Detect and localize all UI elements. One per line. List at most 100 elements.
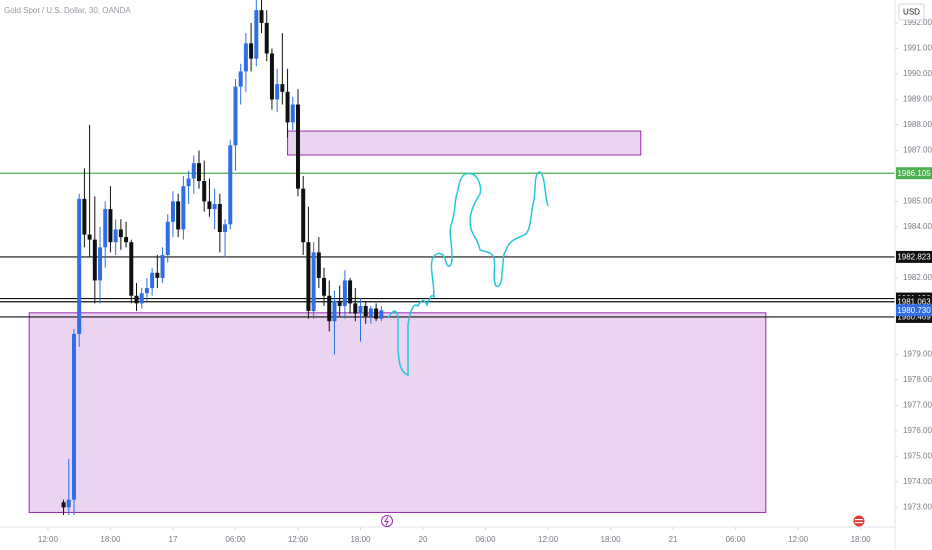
price-label-box bbox=[896, 250, 932, 263]
last-price-box bbox=[896, 304, 932, 317]
y-tick-label: 1992.000 bbox=[903, 18, 932, 27]
candle-body bbox=[181, 186, 186, 230]
candle-body bbox=[264, 22, 269, 54]
y-tick-label: 1982.000 bbox=[903, 273, 932, 282]
zone bbox=[287, 130, 642, 156]
x-tick-label: 17 bbox=[169, 535, 178, 544]
candle-body bbox=[363, 305, 368, 317]
candle-body bbox=[249, 43, 254, 59]
y-tick-label: 1984.000 bbox=[903, 222, 932, 231]
candle-body bbox=[348, 280, 353, 304]
flag-icon[interactable] bbox=[853, 515, 865, 527]
candle-body bbox=[212, 203, 217, 210]
x-tick-label: 20 bbox=[419, 535, 428, 544]
candle-body bbox=[353, 303, 358, 314]
candle-body bbox=[368, 308, 373, 317]
x-tick-label: 18:00 bbox=[601, 535, 622, 544]
candle-body bbox=[228, 145, 233, 225]
x-tick-label: 06:00 bbox=[476, 535, 497, 544]
y-tick-label: 1987.000 bbox=[903, 146, 932, 155]
candle-body bbox=[176, 201, 181, 230]
y-tick-label: 1978.000 bbox=[903, 375, 932, 384]
candle-body bbox=[113, 229, 118, 243]
candle-body bbox=[217, 203, 222, 233]
x-tick-label: 06:00 bbox=[225, 535, 246, 544]
last-price-label: 1980.730 bbox=[897, 306, 931, 315]
y-tick-label: 1975.000 bbox=[903, 451, 932, 460]
candle-body bbox=[160, 254, 165, 278]
candle-body bbox=[118, 229, 123, 238]
candle-body bbox=[280, 84, 285, 92]
candle-body bbox=[301, 188, 306, 243]
candle-body bbox=[290, 104, 295, 123]
y-tick-label: 1991.000 bbox=[903, 44, 932, 53]
flag-stripe bbox=[855, 519, 863, 521]
candle-body bbox=[269, 53, 274, 100]
price-label-box bbox=[896, 167, 932, 180]
projection-drawing bbox=[387, 171, 549, 377]
y-tick-label: 1990.000 bbox=[903, 69, 932, 78]
x-tick-label: 06:00 bbox=[726, 535, 747, 544]
candle-body bbox=[316, 252, 321, 278]
event-icon-bolt bbox=[384, 516, 389, 526]
candle-body bbox=[170, 201, 175, 222]
candle-body bbox=[223, 224, 228, 233]
price-axis: 1973.000 1974.000 1975.000 1976.000 1977.000… bbox=[895, 18, 932, 511]
candle-body bbox=[71, 333, 76, 500]
candle-body bbox=[374, 308, 379, 319]
candle-body bbox=[186, 178, 191, 187]
y-tick-label: 1973.000 bbox=[903, 502, 932, 511]
price-labels: 1986.1051982.8231981.1901981.0631980.469… bbox=[896, 167, 932, 323]
candle-body bbox=[108, 209, 113, 243]
y-tick-label: 1977.000 bbox=[903, 400, 932, 409]
candle-body bbox=[285, 91, 290, 123]
currency-label: USD bbox=[903, 8, 920, 17]
candle-body bbox=[259, 10, 264, 23]
x-tick-label: 18:00 bbox=[851, 535, 872, 544]
candle-body bbox=[82, 198, 87, 235]
candles bbox=[61, 0, 384, 515]
candle-body bbox=[92, 239, 97, 281]
x-tick-label: 18:00 bbox=[350, 535, 371, 544]
x-tick-label: 12:00 bbox=[288, 535, 309, 544]
candle-body bbox=[191, 163, 196, 179]
candle-body bbox=[144, 288, 149, 294]
x-tick-label: 18:00 bbox=[100, 535, 121, 544]
y-tick-label: 1976.000 bbox=[903, 426, 932, 435]
y-tick-label: 1974.000 bbox=[903, 477, 932, 486]
candle-body bbox=[358, 305, 363, 314]
x-tick-label: 12:00 bbox=[788, 535, 809, 544]
candle-body bbox=[124, 237, 129, 243]
price-label: 1981.063 bbox=[897, 297, 931, 306]
candle-body bbox=[306, 242, 311, 312]
candle-body bbox=[342, 280, 347, 306]
candle-body bbox=[150, 272, 155, 289]
candle-body bbox=[322, 277, 327, 296]
candle-body bbox=[129, 242, 134, 296]
candle-body bbox=[197, 163, 202, 182]
currency-button[interactable] bbox=[898, 3, 925, 21]
price-label: 1982.823 bbox=[897, 253, 931, 262]
y-tick-label: 1985.000 bbox=[903, 197, 932, 206]
candle-body bbox=[202, 181, 207, 202]
candle-body bbox=[134, 295, 139, 304]
y-tick-label: 1979.000 bbox=[903, 349, 932, 358]
candle-body bbox=[207, 201, 212, 210]
y-tick-label: 1988.000 bbox=[903, 120, 932, 129]
candle-body bbox=[311, 252, 316, 312]
candle-body bbox=[87, 234, 92, 240]
levels bbox=[0, 172, 895, 318]
y-tick-label: 1989.000 bbox=[903, 95, 932, 104]
candle-body bbox=[61, 502, 66, 508]
candle-body bbox=[379, 310, 384, 319]
candle-body bbox=[77, 198, 82, 334]
flag-stripe bbox=[855, 522, 863, 524]
candle-body bbox=[233, 86, 238, 146]
candle-body bbox=[254, 10, 259, 59]
candle-body bbox=[155, 272, 160, 278]
candle-body bbox=[295, 104, 300, 189]
candle-body bbox=[327, 295, 332, 322]
candle-body bbox=[66, 499, 71, 508]
candle-body bbox=[103, 209, 108, 248]
